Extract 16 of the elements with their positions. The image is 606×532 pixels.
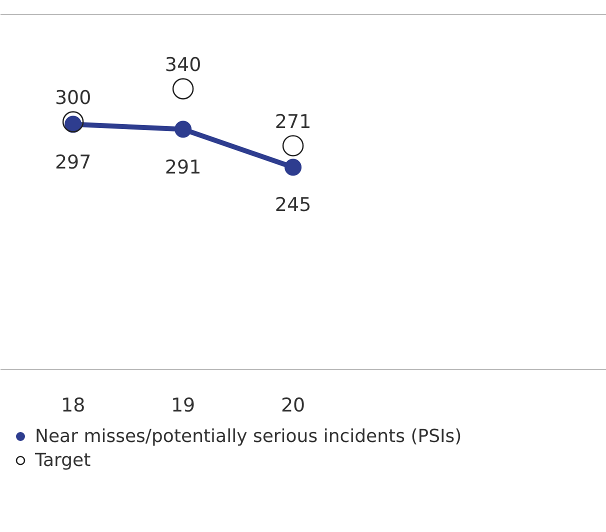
legend-label: Near misses/potentially serious incidents (PSIs) <box>35 426 462 446</box>
point <box>284 158 302 176</box>
data-label: 300 <box>54 86 92 109</box>
x-tick-label: 20 <box>280 394 306 416</box>
point <box>282 135 304 156</box>
data-label: 245 <box>274 194 312 216</box>
data-label: 297 <box>54 151 92 174</box>
x-tick-label: 19 <box>170 394 196 416</box>
data-label: 340 <box>164 54 202 76</box>
data-label: 291 <box>164 156 202 178</box>
point <box>62 111 84 132</box>
x-tick-label: 18 <box>61 394 86 416</box>
point <box>172 78 194 100</box>
data-label: 271 <box>274 110 312 133</box>
legend-label: Target <box>35 450 91 470</box>
point <box>174 120 192 138</box>
